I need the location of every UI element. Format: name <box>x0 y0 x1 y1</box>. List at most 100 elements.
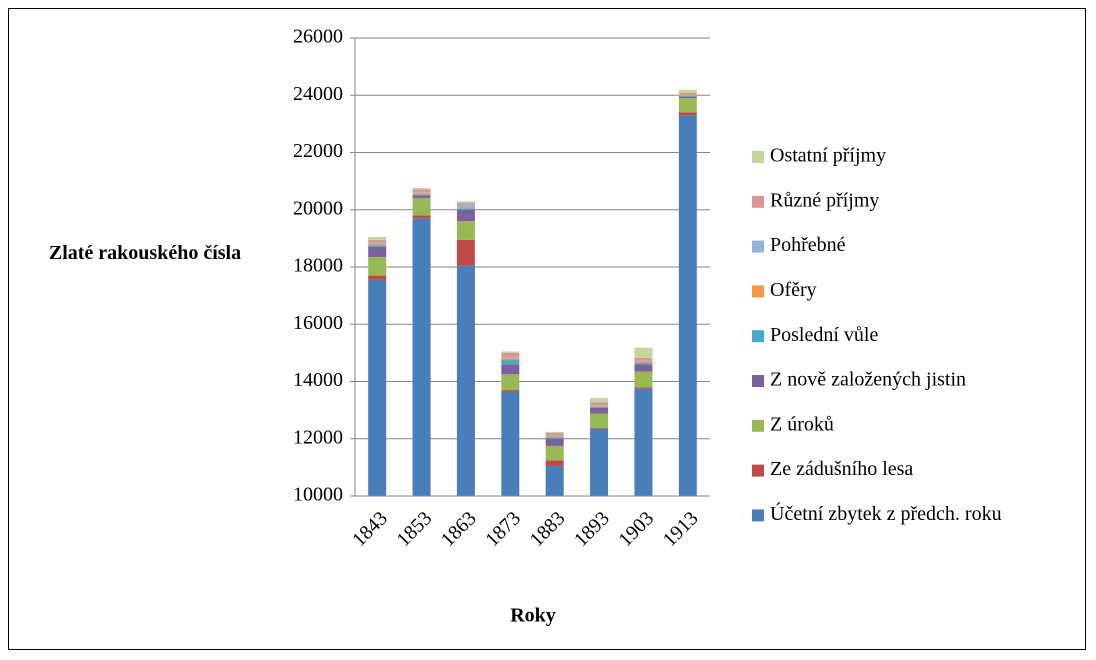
bar-segment <box>678 89 697 93</box>
bar-segment <box>678 95 697 97</box>
bar-segment <box>368 239 387 243</box>
x-tick-label: 1873 <box>481 507 525 551</box>
bar-segment <box>368 242 387 245</box>
bar-segment <box>456 209 475 222</box>
x-axis-title: Roky <box>510 605 556 627</box>
bar-segment <box>634 371 653 388</box>
bar-segment <box>590 398 609 403</box>
bar-segment <box>678 112 697 116</box>
bar-segment <box>545 465 564 496</box>
x-tick-label: 1863 <box>437 507 481 551</box>
y-tick-label: 16000 <box>293 312 343 334</box>
bar-segment <box>678 115 697 496</box>
y-tick-label: 26000 <box>293 26 343 48</box>
bar-segment <box>456 203 475 208</box>
bar-segment <box>501 390 520 392</box>
legend-label: Ostatní příjmy <box>770 145 886 167</box>
bar-segment <box>456 201 475 203</box>
x-tick-label: 1903 <box>614 507 658 551</box>
legend-label: Účetní zbytek z předch. roku <box>770 501 1002 525</box>
bar-segment <box>545 436 564 438</box>
bar-segment <box>368 244 387 246</box>
y-tick-label: 20000 <box>293 197 343 219</box>
bar-segment <box>368 275 387 280</box>
bar-segment <box>545 435 564 437</box>
bar-segment <box>634 362 653 365</box>
bar-segment <box>456 208 475 210</box>
bar-segment <box>412 215 431 219</box>
bar-segment <box>678 96 697 99</box>
bar-segment <box>634 387 653 389</box>
bar-segment <box>545 437 564 439</box>
legend-swatch <box>752 285 764 298</box>
bar-segment <box>456 239 475 266</box>
bar-segment <box>545 460 564 466</box>
y-tick-label: 12000 <box>293 426 343 448</box>
bar-segment <box>590 402 609 406</box>
bar-segment <box>678 94 697 95</box>
bar-segment <box>634 388 653 496</box>
legend-swatch <box>752 419 764 432</box>
bar-segment <box>501 374 520 391</box>
bar-segment <box>590 405 609 407</box>
legend-label: Různé příjmy <box>770 189 879 211</box>
y-tick-label: 22000 <box>293 140 343 162</box>
y-tick-label: 18000 <box>293 255 343 277</box>
bar-segment <box>412 195 431 199</box>
bar-segment <box>678 98 697 113</box>
bar-segment <box>456 265 475 496</box>
y-axis-title: Zlaté rakouského čísla <box>48 242 242 264</box>
bar-segment <box>634 360 653 362</box>
y-tick-label: 14000 <box>293 369 343 391</box>
bar-segment <box>368 256 387 276</box>
bar-segment <box>590 413 609 428</box>
x-tick-label: 1843 <box>348 507 392 551</box>
bar-segment <box>634 357 653 361</box>
bar-segment <box>368 279 387 496</box>
bar-segment <box>501 352 520 358</box>
bar-segment <box>590 428 609 496</box>
bar-segment <box>368 236 387 240</box>
x-tick-label: 1853 <box>393 507 437 551</box>
bar-segment <box>412 192 431 194</box>
legend-swatch <box>752 330 764 343</box>
legend-label: Ofěry <box>770 279 817 301</box>
bar-segment <box>545 431 564 433</box>
bar-segment <box>412 193 431 195</box>
bar-segment <box>501 351 520 353</box>
bar-segment <box>545 432 564 436</box>
bar-segment <box>501 360 520 365</box>
x-tick-label: 1883 <box>526 507 570 551</box>
bar-segment <box>412 187 431 190</box>
bar-segment <box>590 406 609 407</box>
bar-segment <box>545 445 564 461</box>
legend-label: Ze zádušního lesa <box>770 458 913 480</box>
legend-label: Z úroků <box>770 413 834 435</box>
bar-segment <box>412 194 431 196</box>
legend-label: Z nově založených jistin <box>770 369 966 391</box>
bar-segment <box>456 202 475 204</box>
bar-segment <box>634 361 653 363</box>
y-tick-label: 24000 <box>293 83 343 105</box>
chart-frame <box>8 8 1086 650</box>
bar-segment <box>501 364 520 375</box>
legend-label: Pohřebné <box>770 234 846 256</box>
legend-swatch <box>752 195 764 208</box>
bar-segment <box>501 357 520 359</box>
x-tick-label: 1893 <box>570 507 614 551</box>
bar-segment <box>590 427 609 429</box>
bar-segment <box>545 438 564 446</box>
y-tick-label: 10000 <box>293 484 343 506</box>
bar-segment <box>634 364 653 372</box>
bar-segment <box>368 246 387 257</box>
bar-segment <box>590 406 609 408</box>
bar-segment <box>501 391 520 496</box>
legend-swatch <box>752 240 764 253</box>
legend-swatch <box>752 375 764 387</box>
bar-segment <box>678 92 697 95</box>
bar-segment <box>456 221 475 240</box>
bar-segment <box>412 189 431 193</box>
bar-segment <box>501 358 520 361</box>
bar-segment <box>678 94 697 96</box>
